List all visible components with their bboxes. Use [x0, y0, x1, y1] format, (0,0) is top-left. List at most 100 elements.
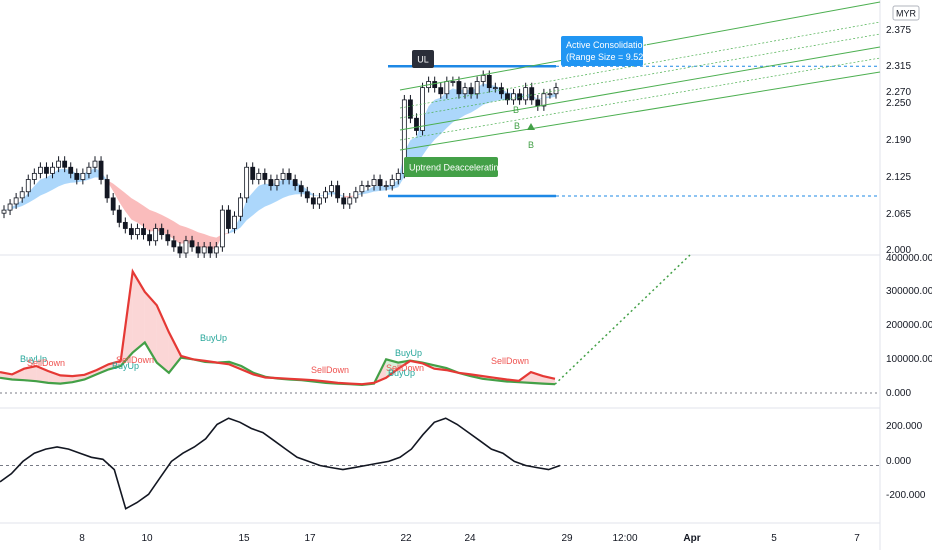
candle-body[interactable]: [1, 209, 7, 214]
channel-line[interactable]: [399, 21, 881, 109]
candle-body[interactable]: [25, 179, 31, 193]
candle-body[interactable]: [310, 197, 316, 205]
candle-body[interactable]: [395, 172, 401, 180]
candle-body[interactable]: [165, 234, 171, 242]
candle-body[interactable]: [44, 166, 49, 174]
candle-body[interactable]: [274, 179, 280, 187]
candle-body[interactable]: [207, 246, 213, 254]
candle-body[interactable]: [529, 87, 535, 101]
candle-body[interactable]: [7, 203, 13, 211]
candle-body[interactable]: [371, 179, 377, 187]
candle-body[interactable]: [359, 185, 365, 193]
candle-body[interactable]: [213, 246, 219, 254]
candle-body[interactable]: [189, 240, 195, 248]
candle-body[interactable]: [420, 87, 425, 131]
channel-line[interactable]: [399, 71, 881, 151]
channel-line[interactable]: [399, 33, 881, 119]
candle-body[interactable]: [19, 191, 25, 199]
candle-body[interactable]: [31, 172, 37, 180]
candle-body[interactable]: [122, 221, 128, 229]
candle-body[interactable]: [135, 228, 140, 236]
candle-body[interactable]: [80, 172, 86, 180]
oscillator-line[interactable]: [0, 417, 561, 510]
volume-line-red[interactable]: [0, 268, 556, 386]
candle-body[interactable]: [110, 197, 116, 211]
candle-body[interactable]: [116, 209, 122, 223]
candle-body[interactable]: [37, 166, 43, 174]
candle-body[interactable]: [335, 185, 341, 199]
candle-body[interactable]: [92, 160, 98, 168]
candle-body[interactable]: [298, 185, 304, 193]
volume-tick-3: 200000.000: [886, 320, 932, 331]
candle-body[interactable]: [468, 87, 474, 95]
candle-body[interactable]: [68, 166, 74, 174]
candle-body[interactable]: [317, 197, 322, 205]
candle-body[interactable]: [511, 93, 516, 101]
candle-body[interactable]: [56, 160, 61, 168]
candle-body[interactable]: [383, 185, 389, 188]
candle-body[interactable]: [480, 74, 486, 82]
candle-body[interactable]: [244, 166, 250, 199]
candle-body[interactable]: [547, 93, 553, 96]
candle-body[interactable]: [292, 179, 298, 187]
candle-body[interactable]: [486, 74, 492, 89]
candle-body[interactable]: [438, 87, 444, 95]
candle-body[interactable]: [365, 185, 371, 188]
candle-body[interactable]: [541, 93, 547, 107]
candle-body[interactable]: [171, 240, 177, 248]
candle-body[interactable]: [304, 191, 310, 199]
candle-body[interactable]: [414, 117, 419, 131]
candle-body[interactable]: [323, 191, 328, 199]
currency-badge[interactable]: [892, 5, 920, 21]
candle-body[interactable]: [201, 246, 207, 254]
volume-tick-1: 400000.000: [886, 253, 932, 264]
candle-body[interactable]: [50, 166, 55, 174]
candle-body[interactable]: [159, 228, 165, 236]
candle-body[interactable]: [474, 81, 480, 95]
candle-body[interactable]: [141, 228, 146, 236]
candle-body[interactable]: [262, 172, 268, 180]
candle-body[interactable]: [329, 185, 334, 193]
candle-body[interactable]: [456, 81, 462, 95]
candle-body[interactable]: [62, 160, 68, 168]
candle-body[interactable]: [238, 197, 243, 217]
candle-body[interactable]: [153, 228, 159, 242]
candle-body[interactable]: [377, 179, 383, 187]
candle-body[interactable]: [432, 81, 438, 89]
candle-body[interactable]: [505, 93, 510, 101]
candle-body[interactable]: [268, 179, 274, 187]
channel-line[interactable]: [399, 57, 881, 141]
candle-body[interactable]: [535, 99, 541, 107]
candle-body[interactable]: [492, 87, 498, 90]
candle-body[interactable]: [74, 172, 80, 180]
candle-body[interactable]: [13, 197, 19, 205]
candle-body[interactable]: [286, 172, 292, 180]
candle-body[interactable]: [177, 246, 183, 254]
candle-body[interactable]: [147, 234, 152, 242]
candle-body[interactable]: [389, 179, 395, 187]
candle-body[interactable]: [408, 99, 413, 119]
candle-body[interactable]: [499, 87, 504, 95]
candle-body[interactable]: [450, 81, 456, 83]
candle-body[interactable]: [98, 160, 104, 180]
candle-body[interactable]: [444, 81, 450, 95]
candle-body[interactable]: [256, 172, 262, 180]
candle-body[interactable]: [183, 240, 189, 254]
candle-body[interactable]: [195, 246, 201, 254]
candle-body[interactable]: [226, 209, 231, 229]
candle-body[interactable]: [219, 209, 225, 248]
candle-body[interactable]: [280, 172, 286, 180]
candle-body[interactable]: [250, 166, 256, 180]
candle-body[interactable]: [86, 166, 92, 174]
candle-body[interactable]: [353, 191, 359, 199]
candle-body[interactable]: [104, 179, 110, 199]
candle-body[interactable]: [128, 228, 134, 236]
candle-body[interactable]: [462, 87, 468, 95]
candle-body[interactable]: [347, 197, 353, 205]
candle-body[interactable]: [523, 87, 529, 101]
candle-body[interactable]: [341, 197, 347, 205]
candle-body[interactable]: [232, 215, 237, 229]
channel-line[interactable]: [399, 46, 881, 131]
